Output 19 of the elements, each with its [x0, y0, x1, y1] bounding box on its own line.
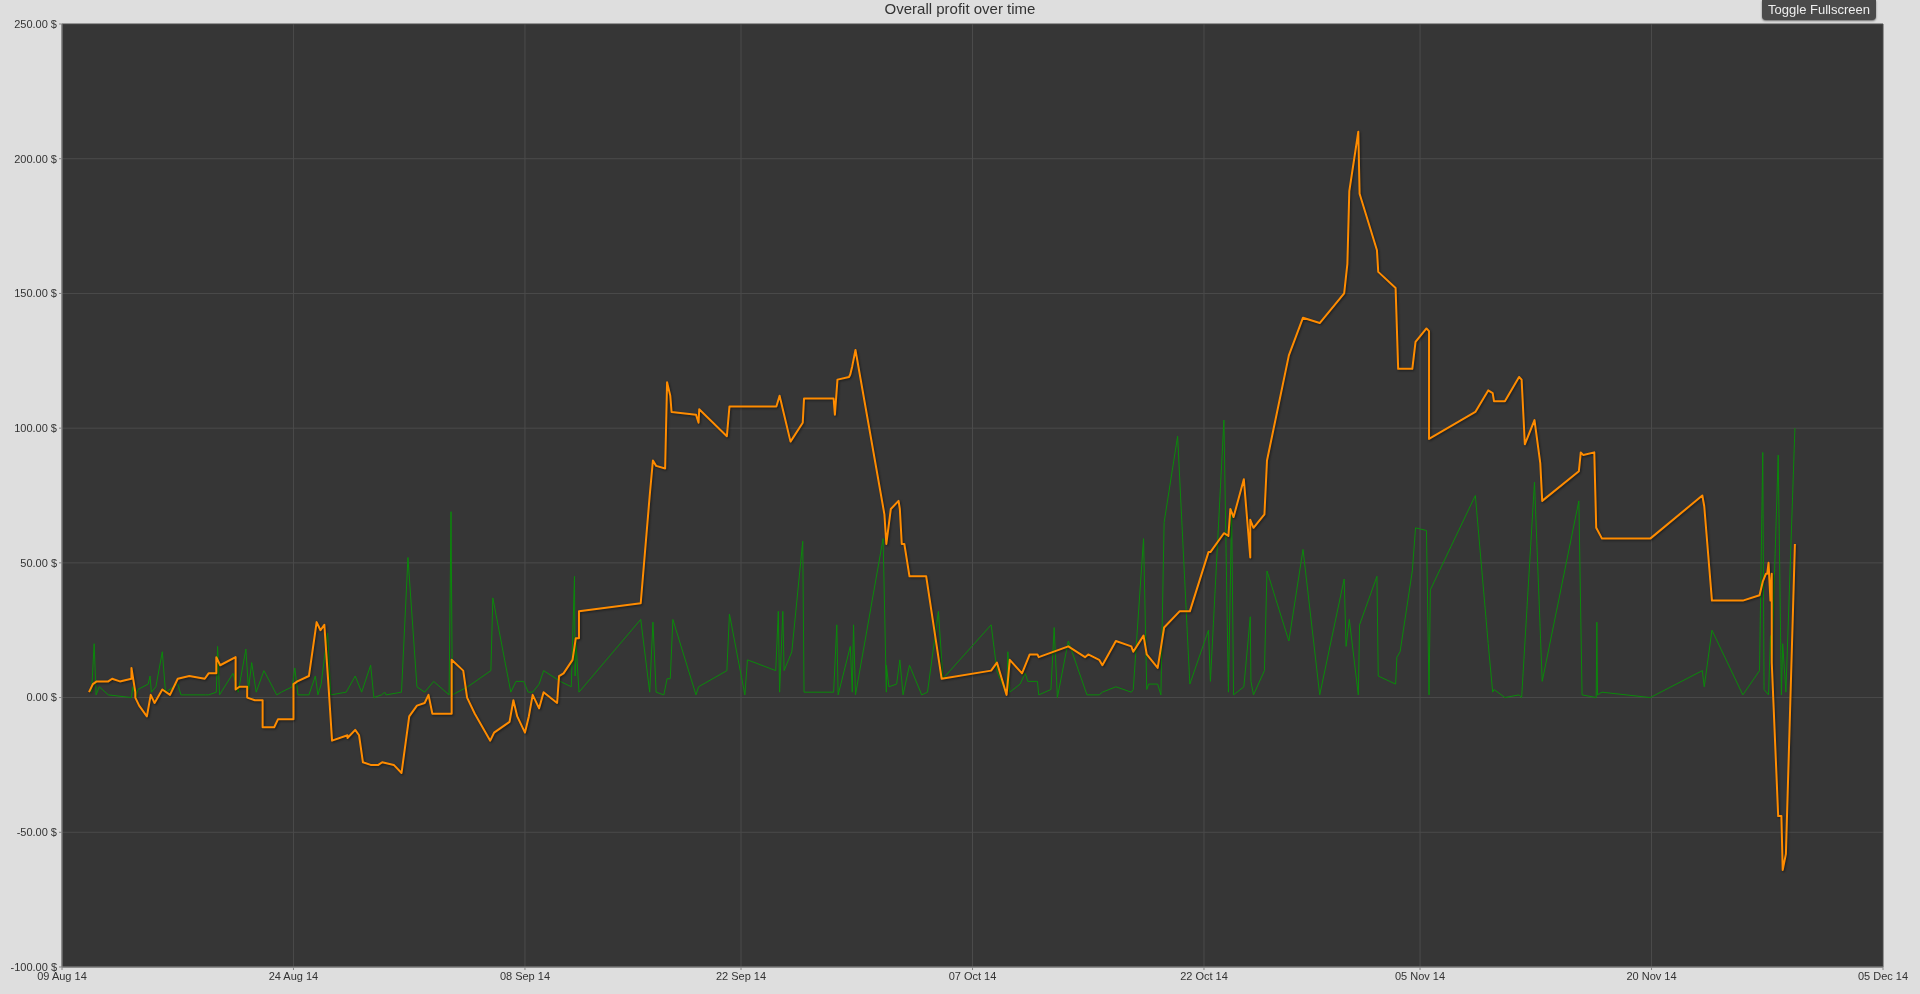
y-tick-label: 50.00 $	[20, 556, 57, 569]
text: Toggle Fullscreen	[1762, 0, 1876, 20]
x-tick-label: 07 Oct 14	[948, 969, 997, 982]
y-tick-label: 0.00 $	[26, 691, 57, 704]
y-tick-label: 200.00 $	[14, 152, 57, 165]
x-tick-label: 05 Nov 14	[1394, 969, 1446, 982]
y-tick-label: 250.00 $	[14, 17, 57, 30]
y-tick-label: 100.00 $	[14, 422, 57, 435]
x-tick-label: 22 Sep 14	[715, 969, 767, 982]
line-series	[91, 419, 1796, 699]
y-tick-label: 150.00 $	[14, 287, 57, 300]
chart-title: Overall profit over time	[884, 0, 1036, 17]
x-tick-label: 08 Sep 14	[499, 969, 551, 982]
line-series	[88, 130, 1796, 872]
x-tick-label: 20 Nov 14	[1626, 969, 1677, 982]
x-tick-label: 22 Oct 14	[1180, 969, 1228, 982]
y-tick-label: -50.00 $	[16, 826, 57, 839]
x-tick-label: 24 Aug 14	[268, 969, 319, 982]
x-tick-label: 05 Dec 14	[1857, 969, 1909, 982]
